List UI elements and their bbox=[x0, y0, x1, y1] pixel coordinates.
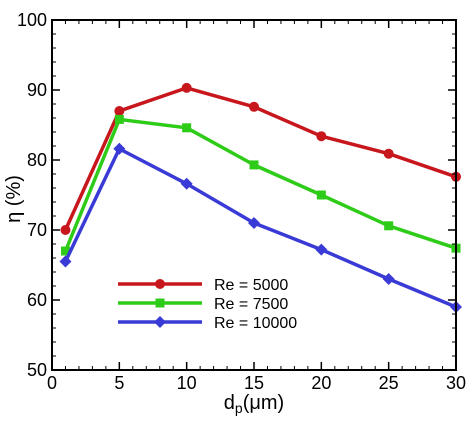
data-point bbox=[113, 142, 126, 155]
data-point bbox=[59, 255, 72, 268]
legend-label: Re = 7500 bbox=[214, 296, 288, 313]
y-tick-label-80: 80 bbox=[27, 150, 47, 170]
data-point bbox=[316, 131, 327, 142]
series-line bbox=[63, 86, 457, 231]
data-point bbox=[382, 273, 395, 285]
x-tick-label-25: 25 bbox=[379, 373, 399, 393]
x-tick-label-20: 20 bbox=[311, 373, 331, 393]
x-tick-label-30: 30 bbox=[446, 373, 466, 393]
y-axis-title: η (%) bbox=[3, 175, 25, 223]
data-point bbox=[315, 243, 328, 256]
data-point bbox=[180, 177, 193, 190]
x-tick-label-5: 5 bbox=[114, 373, 124, 393]
y-tick-label-70: 70 bbox=[27, 220, 47, 240]
data-point bbox=[249, 101, 259, 112]
data-point bbox=[182, 123, 192, 133]
data-point bbox=[384, 221, 394, 231]
series-line bbox=[63, 117, 457, 252]
legend: Re = 5000 Re = 7500 Re = 10000 bbox=[118, 277, 297, 332]
legend-marker bbox=[154, 316, 166, 328]
data-point bbox=[114, 106, 125, 116]
x-axis-title-main: d bbox=[224, 392, 235, 414]
legend-entry-2: Re = 7500 bbox=[118, 296, 288, 313]
x-tick-label-0: 0 bbox=[47, 373, 57, 393]
legend-label: Re = 5000 bbox=[214, 277, 288, 294]
x-axis-title-unit: (μm) bbox=[243, 392, 285, 414]
legend-label: Re = 10000 bbox=[214, 315, 297, 332]
x-tick-label-15: 15 bbox=[244, 373, 264, 393]
y-tick-label-100: 100 bbox=[17, 10, 47, 30]
x-axis-title-subscript: p bbox=[235, 400, 243, 416]
data-point bbox=[316, 190, 326, 200]
legend-marker bbox=[155, 279, 165, 289]
y-tick-label-60: 60 bbox=[27, 290, 47, 310]
data-point bbox=[249, 160, 259, 170]
data-point bbox=[248, 217, 260, 229]
x-tick-label-10: 10 bbox=[177, 373, 197, 393]
series-3 bbox=[59, 142, 462, 313]
x-axis-title: dp(μm) bbox=[224, 392, 284, 416]
y-tick-label-90: 90 bbox=[27, 80, 47, 100]
legend-entry-3: Re = 10000 bbox=[118, 315, 297, 332]
series-1 bbox=[60, 82, 461, 235]
legend-entry-1: Re = 5000 bbox=[118, 277, 288, 294]
data-point bbox=[181, 82, 192, 93]
data-point bbox=[60, 225, 71, 235]
series-2 bbox=[60, 114, 461, 256]
axes-layer: 0 5 10 15 20 25 30 50 60 70 80 90 100 bbox=[17, 10, 466, 393]
data-point bbox=[114, 114, 124, 124]
data-point bbox=[60, 246, 70, 256]
legend-marker bbox=[155, 298, 165, 308]
y-tick-label-50: 50 bbox=[27, 360, 47, 380]
data-point bbox=[383, 148, 394, 159]
